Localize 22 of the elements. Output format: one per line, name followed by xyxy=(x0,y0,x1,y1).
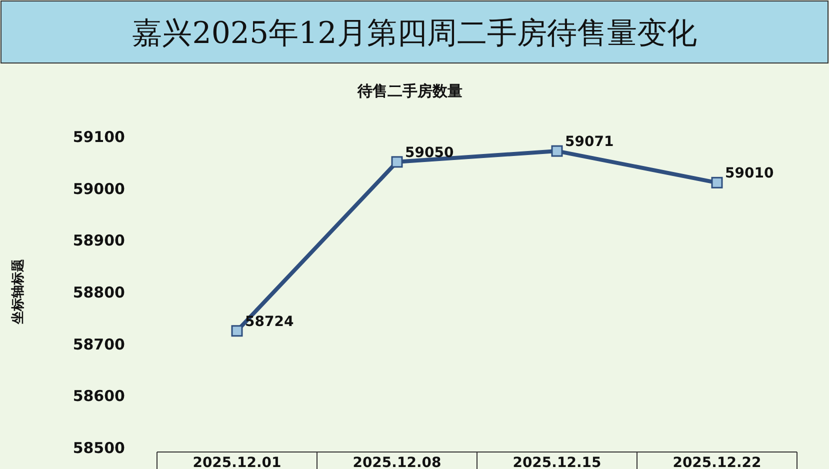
x-tick-label: 2025.12.08 xyxy=(352,455,442,469)
x-tick-label: 2025.12.01 xyxy=(192,455,282,469)
y-tick-label: 59100 xyxy=(72,128,125,146)
point xyxy=(551,145,563,157)
point xyxy=(391,156,403,168)
chart-title: 嘉兴2025年12月第四周二手房待售量变化 xyxy=(132,16,697,51)
y-tick-label: 58600 xyxy=(72,387,125,406)
data-label: 58724 xyxy=(245,314,294,330)
x-tick-label: 2025.12.15 xyxy=(512,455,602,469)
x-tick-label: 2025.12.22 xyxy=(672,455,762,469)
chart-subtitle: 待售二手房数量 xyxy=(356,82,462,100)
data-label: 59071 xyxy=(565,134,614,150)
y-tick-label: 58700 xyxy=(72,335,125,354)
y-tick-label: 59000 xyxy=(72,180,125,198)
point xyxy=(231,325,243,337)
y-tick-label: 58800 xyxy=(72,284,125,302)
y-tick-label: 58500 xyxy=(72,439,125,457)
data-label: 59050 xyxy=(405,144,454,161)
y-tick-label: 58900 xyxy=(72,232,125,250)
point xyxy=(711,176,723,188)
data-label: 59010 xyxy=(725,166,774,182)
y-axis-title: 坐标轴标题 xyxy=(10,259,26,325)
